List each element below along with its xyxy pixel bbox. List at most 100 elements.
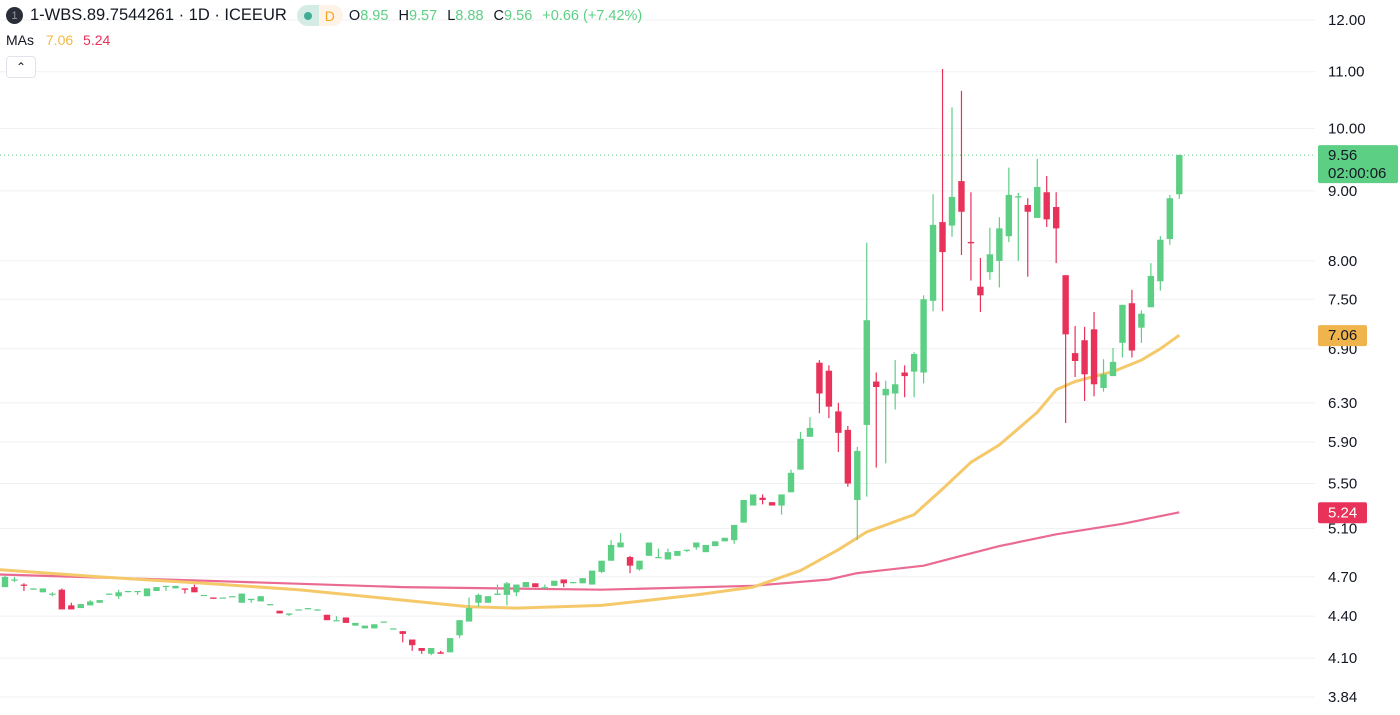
series-legend: 1 1-WBS.89.7544261 · 1D · ICEEUR D O8.95…	[6, 5, 648, 26]
candle-body	[418, 648, 425, 651]
candle-body	[1052, 206, 1060, 229]
candle-body	[588, 570, 596, 585]
candle-body	[986, 254, 994, 273]
y-tick-label: 8.00	[1328, 253, 1357, 270]
candle-body	[835, 411, 842, 433]
candle-body	[797, 438, 804, 470]
candle-body	[598, 560, 605, 572]
candle-body	[721, 537, 728, 542]
candle-body	[844, 429, 852, 484]
candle-body	[1119, 304, 1126, 343]
mas-label: MAs	[6, 32, 34, 48]
candle-body	[276, 610, 283, 614]
grid-lines	[0, 19, 1315, 698]
y-tick-label: 3.84	[1328, 689, 1357, 706]
candle-body	[20, 584, 28, 586]
candle-body	[1081, 340, 1088, 375]
y-tick-label: 4.10	[1328, 650, 1357, 667]
candle-body	[617, 542, 624, 548]
candle-body	[475, 594, 482, 603]
candle-body	[901, 372, 908, 377]
candle-body	[219, 597, 227, 599]
ma1-label-value: 7.06	[1328, 327, 1357, 344]
candle-body	[513, 584, 520, 593]
ma2-label-value: 5.24	[1328, 504, 1357, 521]
candle-body	[674, 550, 681, 556]
candle-body	[873, 381, 880, 388]
candle-body	[882, 388, 889, 396]
candle-body	[96, 600, 103, 603]
price-axis[interactable]: 12.0011.0010.009.008.007.506.906.305.905…	[1328, 12, 1366, 706]
candle-body	[749, 494, 757, 506]
ma1-value: 7.06	[45, 32, 74, 48]
candle-body	[816, 362, 823, 394]
candle-body	[162, 585, 170, 588]
candle-body	[579, 578, 586, 584]
candle-body	[11, 579, 18, 581]
last-price-label: 9.56 02:00:06	[1318, 145, 1398, 184]
candle-body	[333, 620, 340, 622]
candle-body	[1166, 198, 1174, 240]
candle-body	[1034, 186, 1041, 218]
y-tick-label: 6.30	[1328, 395, 1357, 412]
symbol-title[interactable]: 1-WBS.89.7544261 · 1D · ICEEUR	[30, 6, 287, 24]
candle-body	[967, 241, 975, 244]
y-tick-label: 5.10	[1328, 520, 1357, 537]
candle-body	[607, 544, 615, 561]
candle-body	[153, 587, 160, 591]
last-price-value: 9.56	[1328, 147, 1357, 164]
candle-body	[806, 427, 814, 437]
candle-body	[229, 596, 236, 598]
candle-body	[39, 588, 47, 593]
candle-body	[77, 604, 84, 609]
candle-body	[1109, 361, 1117, 377]
candle-body	[1157, 239, 1164, 282]
candle-body	[778, 494, 785, 506]
candle-body	[285, 613, 293, 615]
candle-body	[683, 549, 691, 551]
candle-body	[759, 497, 766, 500]
close-label: C	[493, 7, 505, 24]
candle-body	[1062, 275, 1069, 335]
candle-body	[740, 499, 747, 523]
market-status-badge[interactable]: D	[296, 5, 343, 26]
candle-body	[49, 593, 56, 595]
y-tick-label: 7.50	[1328, 291, 1357, 308]
candle-body	[124, 590, 132, 593]
candle-body	[645, 542, 653, 556]
candle-body	[977, 286, 984, 296]
high-label: H	[398, 7, 409, 24]
ohlc-values: O8.95 H9.57 L8.88 C9.56 +0.66 (+7.42%)	[349, 8, 648, 24]
candle-body	[399, 631, 406, 634]
candle-body	[1005, 194, 1013, 237]
candle-body	[352, 622, 359, 626]
candle-body	[68, 605, 75, 610]
y-tick-label: 10.00	[1328, 120, 1366, 137]
candle-body	[626, 557, 634, 566]
y-tick-label: 5.50	[1328, 476, 1357, 493]
candle-body	[238, 593, 245, 603]
close-value: 9.56	[504, 7, 533, 24]
candle-body	[996, 228, 1003, 261]
candle-body	[939, 222, 946, 253]
y-tick-label: 4.40	[1328, 608, 1357, 625]
candle-body	[825, 370, 833, 407]
change-value: +0.66 (+7.42%)	[542, 7, 643, 24]
open-value: 8.95	[360, 7, 389, 24]
candle-body	[712, 541, 719, 547]
chevron-up-icon: ⌃	[15, 60, 27, 74]
candle-body	[863, 320, 870, 425]
candle-body	[314, 609, 321, 611]
ma1-line	[0, 333, 1181, 610]
candle-body	[257, 596, 264, 602]
candle-body	[910, 353, 918, 372]
candle-body	[1043, 192, 1050, 220]
candles	[1, 69, 1183, 656]
candle-body	[248, 598, 255, 601]
ma-legend[interactable]: MAs 7.06 5.24	[6, 32, 110, 48]
candle-body	[87, 601, 94, 606]
candle-body	[1, 576, 9, 588]
collapse-legend-button[interactable]: ⌃	[6, 56, 36, 78]
ma2-line	[0, 511, 1180, 591]
